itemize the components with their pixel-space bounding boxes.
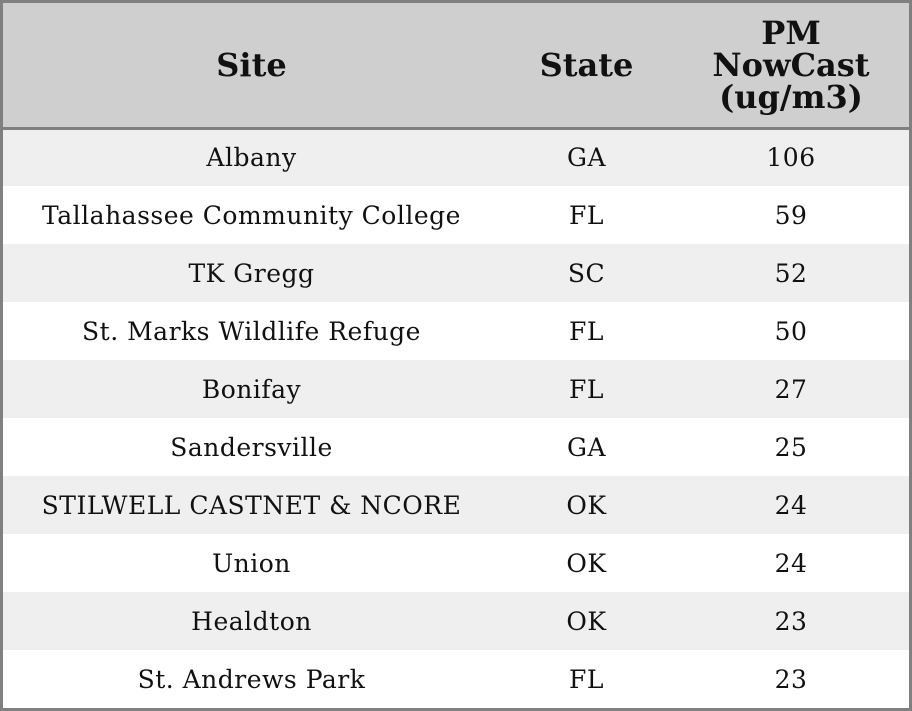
- cell-pm: 23: [774, 664, 808, 694]
- cell-state: OK: [566, 490, 607, 520]
- table-row: Healdton OK 23: [3, 592, 909, 650]
- cell-site: Tallahassee Community College: [42, 200, 461, 230]
- header-pm-nowcast: PM NowCast (ug/m3): [673, 3, 909, 130]
- header-pm-line2: NowCast: [712, 45, 870, 84]
- header-pm-line3: (ug/m3): [719, 77, 863, 116]
- cell-site: Bonifay: [201, 374, 302, 404]
- cell-pm: 52: [774, 258, 808, 288]
- cell-pm: 106: [766, 143, 816, 173]
- table-row: Tallahassee Community College FL 59: [3, 186, 909, 244]
- cell-state: SC: [567, 258, 606, 288]
- table-row: Bonifay FL 27: [3, 360, 909, 418]
- cell-site: Sandersville: [170, 432, 333, 462]
- cell-site: St. Marks Wildlife Refuge: [82, 316, 421, 346]
- table-row: Sandersville GA 25: [3, 418, 909, 476]
- table-row: St. Andrews Park FL 23: [3, 650, 909, 708]
- cell-state: GA: [566, 432, 607, 462]
- cell-pm: 23: [774, 606, 808, 636]
- cell-state: FL: [569, 200, 604, 230]
- pm-nowcast-table: Site State PM NowCast (ug/m3) Albany GA …: [3, 3, 909, 708]
- header-state: State: [500, 3, 673, 130]
- table-row: TK Gregg SC 52: [3, 244, 909, 302]
- table-row: Union OK 24: [3, 534, 909, 592]
- cell-site: Healdton: [191, 606, 312, 636]
- table-row: STILWELL CASTNET & NCORE OK 24: [3, 476, 909, 534]
- cell-pm: 25: [774, 432, 808, 462]
- table-row: Albany GA 106: [3, 128, 909, 186]
- cell-state: FL: [569, 664, 604, 694]
- cell-state: OK: [566, 606, 607, 636]
- cell-site: Union: [212, 548, 291, 578]
- table-row: St. Marks Wildlife Refuge FL 50: [3, 302, 909, 360]
- cell-state: OK: [566, 548, 607, 578]
- table-header-row: Site State PM NowCast (ug/m3): [3, 3, 909, 130]
- cell-pm: 24: [774, 548, 808, 578]
- cell-pm: 27: [774, 374, 808, 404]
- cell-site: Albany: [206, 143, 297, 173]
- cell-site: St. Andrews Park: [137, 664, 366, 694]
- cell-site: TK Gregg: [188, 258, 315, 288]
- header-site: Site: [3, 3, 500, 130]
- header-pm-line1: PM: [761, 13, 821, 52]
- cell-state: FL: [569, 316, 604, 346]
- cell-site: STILWELL CASTNET & NCORE: [41, 490, 462, 520]
- cell-state: GA: [566, 143, 607, 173]
- cell-state: FL: [569, 374, 604, 404]
- cell-pm: 24: [774, 490, 808, 520]
- cell-pm: 50: [774, 316, 808, 346]
- cell-pm: 59: [774, 200, 808, 230]
